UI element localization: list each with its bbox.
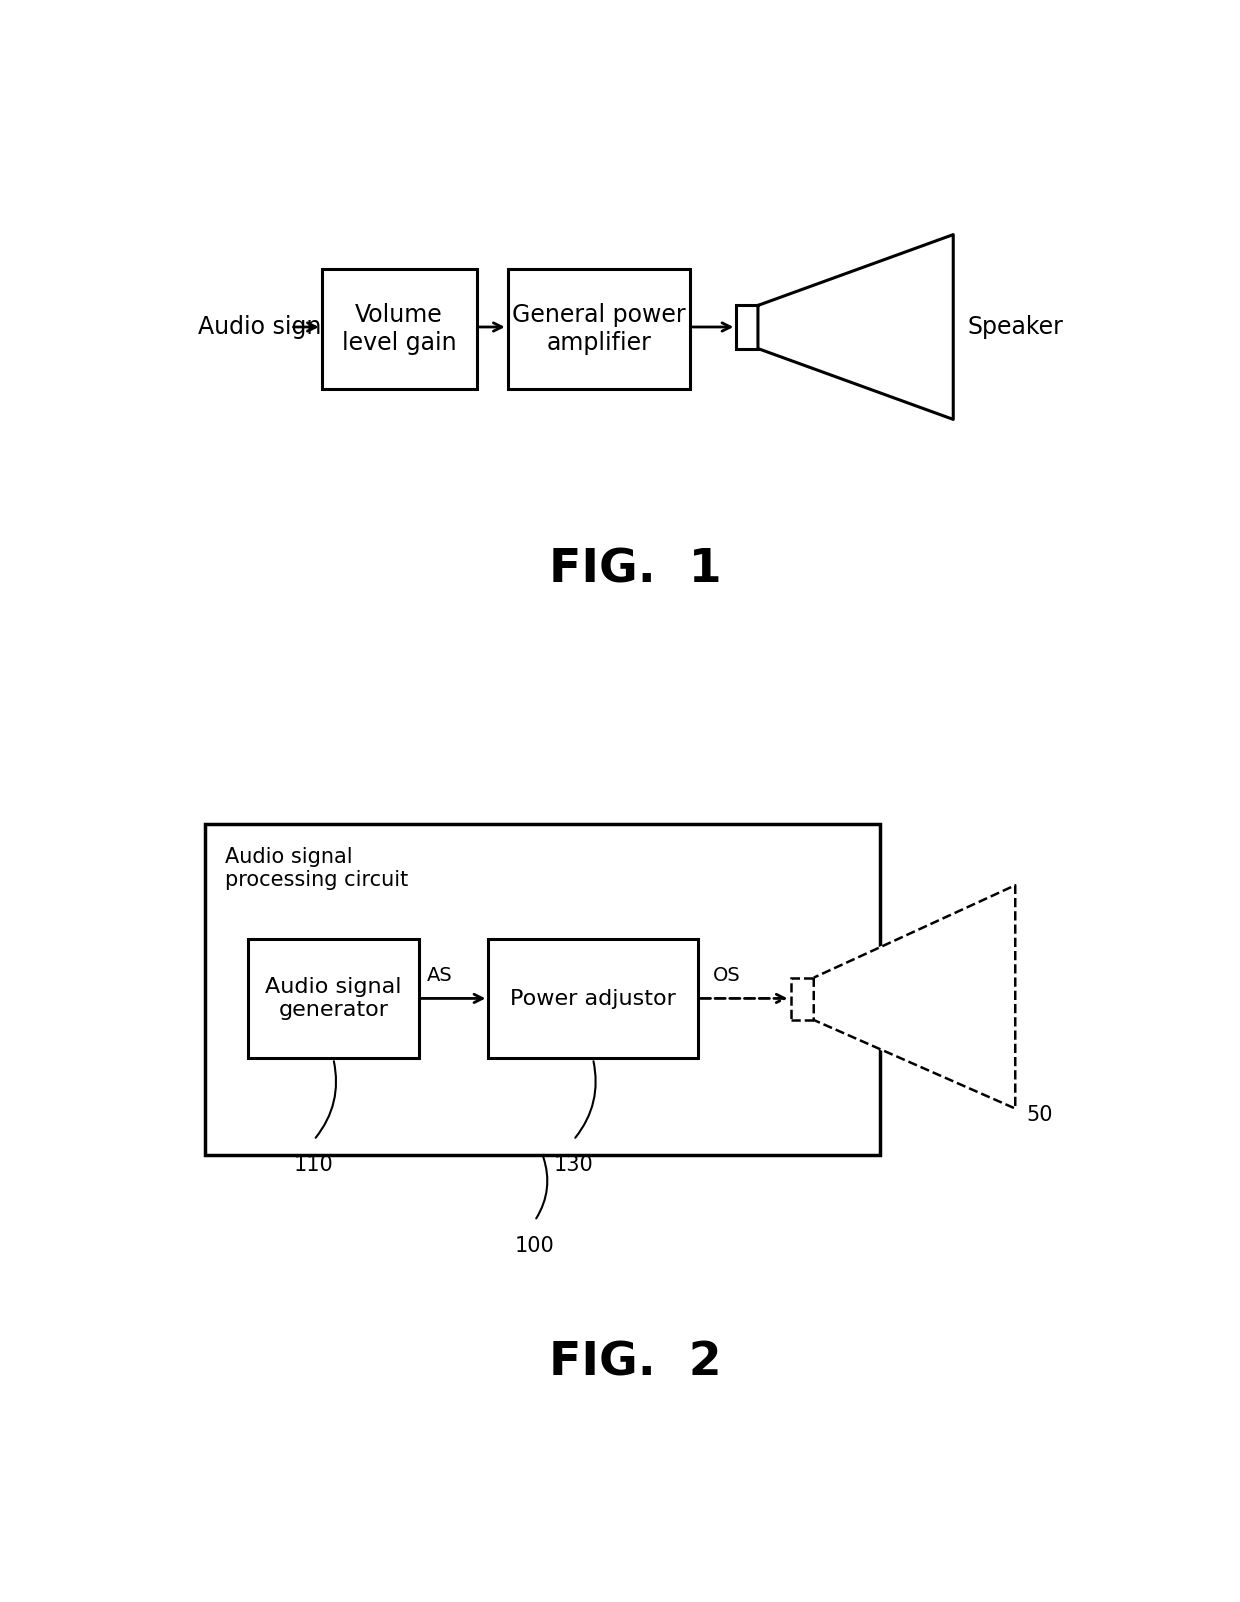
Text: FIG.  2: FIG. 2 (549, 1341, 722, 1386)
Text: FIG.  1: FIG. 1 (549, 546, 722, 593)
Bar (248, 939, 419, 1059)
Text: OS: OS (713, 966, 740, 985)
Text: Power adjustor: Power adjustor (510, 988, 676, 1009)
Polygon shape (813, 886, 1016, 1109)
Text: AS: AS (428, 966, 453, 985)
Text: 130: 130 (553, 1155, 594, 1174)
Text: 50: 50 (1027, 1105, 1053, 1125)
Text: General power
amplifier: General power amplifier (512, 303, 686, 354)
Bar (737, 306, 758, 349)
Polygon shape (758, 234, 954, 420)
Text: Audio signal
processing circuit: Audio signal processing circuit (224, 847, 408, 891)
Bar (206, 823, 879, 1155)
Text: Speaker: Speaker (967, 316, 1063, 340)
Text: Volume
level gain: Volume level gain (342, 303, 456, 354)
Text: 100: 100 (515, 1235, 554, 1256)
Text: 110: 110 (294, 1155, 334, 1174)
Bar (507, 269, 689, 389)
Text: Audio signal
generator: Audio signal generator (265, 977, 402, 1020)
Text: Audio signal: Audio signal (197, 316, 342, 340)
Bar (791, 977, 813, 1020)
Bar (321, 269, 476, 389)
Bar (489, 939, 697, 1059)
